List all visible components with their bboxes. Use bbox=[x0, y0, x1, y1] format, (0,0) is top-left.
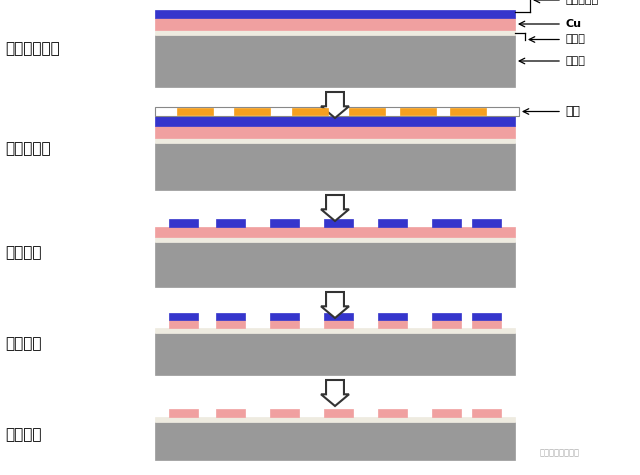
Bar bbox=[216, 313, 245, 320]
Bar bbox=[155, 107, 519, 116]
Text: 曝光加工板: 曝光加工板 bbox=[5, 141, 51, 156]
Bar bbox=[155, 18, 515, 30]
Bar bbox=[155, 333, 515, 375]
Text: 褪膜后板: 褪膜后板 bbox=[5, 427, 42, 442]
Bar bbox=[234, 108, 270, 115]
Bar bbox=[155, 35, 515, 87]
Bar bbox=[378, 409, 407, 417]
Bar bbox=[270, 219, 299, 227]
Bar bbox=[400, 108, 436, 115]
Bar bbox=[216, 409, 245, 417]
Bar bbox=[170, 313, 198, 320]
Text: 底片: 底片 bbox=[565, 105, 580, 118]
Text: 涂覆感光膜板: 涂覆感光膜板 bbox=[5, 41, 60, 56]
Polygon shape bbox=[321, 292, 349, 318]
Bar bbox=[155, 116, 515, 126]
Bar bbox=[155, 30, 515, 35]
Bar bbox=[472, 409, 500, 417]
Bar bbox=[155, 10, 515, 18]
Polygon shape bbox=[321, 380, 349, 406]
Polygon shape bbox=[321, 195, 349, 221]
Bar bbox=[432, 409, 461, 417]
Text: 铝基材: 铝基材 bbox=[565, 56, 585, 66]
Bar bbox=[324, 409, 353, 417]
Polygon shape bbox=[321, 92, 349, 118]
Bar bbox=[324, 313, 353, 320]
Bar bbox=[155, 227, 515, 237]
Bar bbox=[472, 320, 500, 328]
Bar bbox=[216, 320, 245, 328]
Text: 绝缘层: 绝缘层 bbox=[565, 35, 585, 45]
Bar bbox=[155, 237, 515, 242]
Bar bbox=[324, 219, 353, 227]
Bar bbox=[170, 409, 198, 417]
Bar bbox=[155, 422, 515, 460]
Bar bbox=[155, 138, 515, 143]
Bar bbox=[378, 313, 407, 320]
Bar bbox=[432, 313, 461, 320]
Bar bbox=[270, 313, 299, 320]
Bar bbox=[450, 108, 486, 115]
Bar bbox=[432, 320, 461, 328]
Bar bbox=[216, 219, 245, 227]
Bar bbox=[177, 108, 212, 115]
Bar bbox=[155, 242, 515, 287]
Bar bbox=[378, 320, 407, 328]
Bar bbox=[432, 219, 461, 227]
Bar bbox=[155, 328, 515, 333]
Bar bbox=[270, 409, 299, 417]
Bar bbox=[155, 126, 515, 138]
Bar bbox=[378, 219, 407, 227]
Text: 感光線路油: 感光線路油 bbox=[565, 0, 598, 5]
Text: 蚀刻后板: 蚀刻后板 bbox=[5, 336, 42, 351]
Bar bbox=[155, 417, 515, 422]
Bar bbox=[472, 219, 500, 227]
Bar bbox=[472, 313, 500, 320]
Bar bbox=[170, 320, 198, 328]
Bar bbox=[349, 108, 385, 115]
Text: 硬件十万个为什么: 硬件十万个为什么 bbox=[540, 448, 580, 457]
Bar bbox=[292, 108, 328, 115]
Text: Cu: Cu bbox=[565, 19, 581, 29]
Bar bbox=[155, 143, 515, 190]
Bar bbox=[324, 320, 353, 328]
Bar bbox=[170, 219, 198, 227]
Text: 显影后板: 显影后板 bbox=[5, 246, 42, 260]
Bar bbox=[270, 320, 299, 328]
